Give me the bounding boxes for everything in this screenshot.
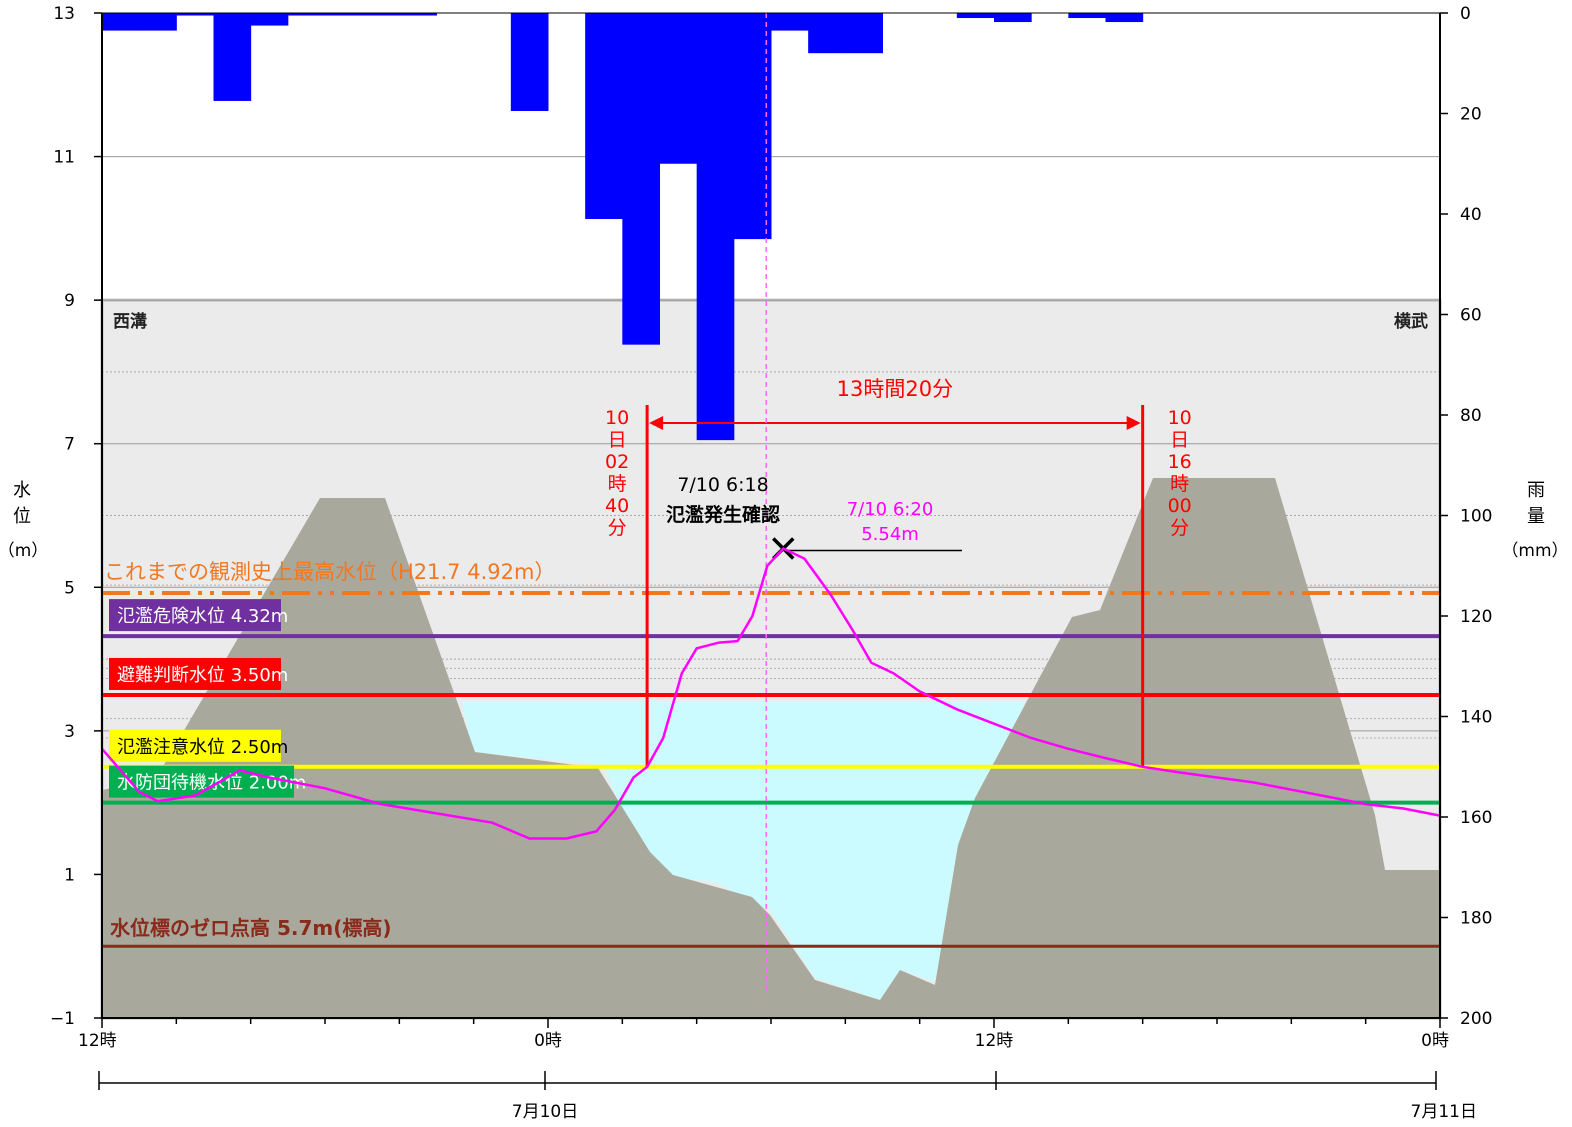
river-bed bbox=[102, 478, 1440, 1018]
threshold-label: 避難判断水位 3.50m bbox=[117, 665, 288, 686]
right-tick-label: 160 bbox=[1460, 808, 1492, 828]
right-axis-unit: （mm） bbox=[1501, 541, 1568, 561]
left-axis-label-char: 水 bbox=[13, 480, 31, 501]
left-tick-label: 11 bbox=[53, 148, 75, 168]
rain-bar bbox=[771, 13, 809, 31]
end-time-char: 日 bbox=[1170, 429, 1189, 451]
start-time-char: 時 bbox=[608, 473, 627, 495]
threshold-label-box bbox=[109, 729, 281, 762]
left-tick-label: 7 bbox=[64, 435, 75, 455]
threshold-label-zero-point: 水位標のゼロ点高 5.7m(標高) bbox=[110, 916, 392, 940]
duration-label: 13時間20分 bbox=[837, 377, 953, 401]
threshold-label-box bbox=[109, 599, 281, 632]
peak-value-label: 5.54m bbox=[861, 524, 919, 545]
rain-bar bbox=[287, 13, 326, 16]
rain-bar bbox=[325, 13, 363, 16]
threshold-label: 氾濫危険水位 4.32m bbox=[117, 606, 288, 627]
flood-confirmed-label: 氾濫発生確認 bbox=[666, 503, 780, 526]
right-tick-label: 40 bbox=[1460, 205, 1482, 225]
end-time-char: 分 bbox=[1170, 517, 1189, 539]
threshold-label-box bbox=[109, 657, 281, 690]
right-tick-label: 200 bbox=[1460, 1009, 1492, 1029]
rain-bar bbox=[956, 13, 995, 19]
left-tick-label: 3 bbox=[64, 722, 75, 742]
left-tick-label: 13 bbox=[53, 4, 75, 24]
start-time-char: 02 bbox=[605, 451, 629, 473]
right-bank-label: 横武 bbox=[1394, 311, 1428, 332]
left-bank-label: 西溝 bbox=[113, 311, 147, 332]
right-axis-label-char: 量 bbox=[1527, 506, 1545, 527]
right-tick-label: 20 bbox=[1460, 105, 1482, 125]
water-level-line bbox=[101, 546, 1441, 840]
river-cross-section bbox=[102, 478, 1440, 1018]
left-axis-unit: （m） bbox=[0, 541, 48, 561]
rain-bar bbox=[213, 13, 252, 101]
rain-bar bbox=[696, 13, 735, 441]
rain-bar bbox=[139, 13, 177, 31]
rain-bar bbox=[250, 13, 289, 26]
x-tick-label: 0時 bbox=[534, 1031, 562, 1051]
x-tick-label: 0時 bbox=[1421, 1031, 1449, 1051]
axes: −1135791113水位（m）020406080100120140160180… bbox=[0, 4, 1569, 1122]
right-tick-label: 0 bbox=[1460, 4, 1471, 24]
right-tick-label: 120 bbox=[1460, 607, 1492, 627]
left-tick-label: 5 bbox=[64, 578, 75, 598]
start-time-char: 日 bbox=[608, 429, 627, 451]
rain-bar bbox=[808, 13, 846, 54]
right-axis-label-char: 雨 bbox=[1527, 480, 1545, 501]
start-time-char: 10 bbox=[605, 407, 629, 429]
x-tick-label: 12時 bbox=[975, 1031, 1014, 1051]
duration-arrowhead-left bbox=[649, 416, 664, 430]
rain-bar bbox=[622, 13, 660, 345]
right-tick-label: 100 bbox=[1460, 507, 1492, 527]
left-axis-label-char: 位 bbox=[13, 506, 31, 527]
right-tick-label: 180 bbox=[1460, 909, 1492, 929]
start-time-char: 40 bbox=[605, 495, 629, 517]
right-tick-label: 60 bbox=[1460, 306, 1482, 326]
rain-bar bbox=[733, 13, 772, 240]
rain-bar bbox=[845, 13, 883, 54]
x-tick-label: 12時 bbox=[78, 1031, 117, 1051]
rain-bar bbox=[399, 13, 437, 16]
rain-bar bbox=[102, 13, 140, 31]
date-label-jul10: 7月10日 bbox=[512, 1102, 578, 1122]
rain-bar bbox=[659, 13, 698, 164]
end-time-char: 00 bbox=[1168, 495, 1192, 517]
river-water bbox=[462, 702, 1025, 1000]
rain-bar bbox=[362, 13, 400, 16]
rain-bar bbox=[1105, 13, 1144, 23]
start-time-char: 分 bbox=[608, 517, 627, 539]
rain-bar bbox=[176, 13, 214, 16]
rain-bar bbox=[585, 13, 623, 220]
flood-time-label: 7/10 6:18 bbox=[677, 474, 768, 496]
left-tick-label: −1 bbox=[50, 1009, 75, 1029]
rain-bar bbox=[1068, 13, 1106, 19]
right-tick-label: 80 bbox=[1460, 406, 1482, 426]
threshold-lines: これまでの観測史上最高水位（H21.7 4.92m） 氾濫危険水位 4.32m 避難… bbox=[102, 560, 1440, 948]
peak-time-label: 7/10 6:20 bbox=[847, 499, 934, 520]
end-time-char: 10 bbox=[1168, 407, 1192, 429]
water-level-series bbox=[101, 546, 1441, 840]
left-tick-label: 9 bbox=[64, 291, 75, 311]
end-time-char: 時 bbox=[1170, 473, 1189, 495]
rain-bar bbox=[994, 13, 1032, 23]
end-time-char: 16 bbox=[1168, 451, 1192, 473]
threshold-label-record-high: これまでの観測史上最高水位（H21.7 4.92m） bbox=[104, 560, 555, 584]
left-tick-label: 1 bbox=[64, 865, 75, 885]
right-tick-label: 140 bbox=[1460, 708, 1492, 728]
rain-bar bbox=[510, 13, 549, 111]
date-label-jul11: 7月11日 bbox=[1411, 1102, 1477, 1122]
rainfall-bars bbox=[102, 13, 1144, 441]
threshold-label: 氾濫注意水位 2.50m bbox=[117, 737, 288, 758]
duration-arrowhead-right bbox=[1126, 416, 1141, 430]
threshold-label: 水防団待機水位 2.00m bbox=[117, 773, 306, 794]
